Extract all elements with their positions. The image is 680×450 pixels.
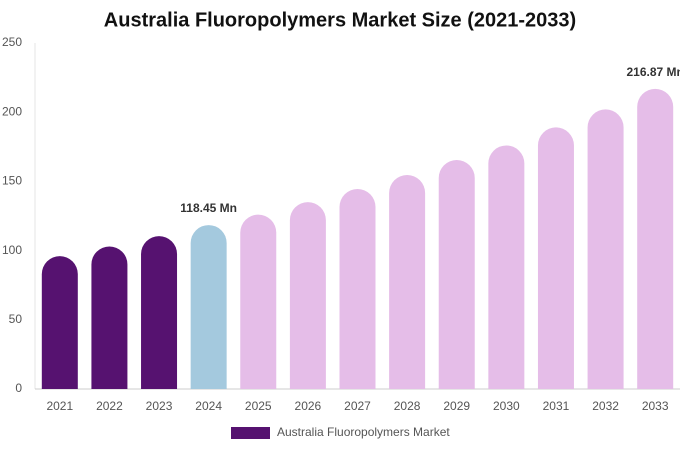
x-tick-label: 2026: [295, 399, 322, 413]
y-tick-label: 200: [2, 104, 22, 118]
x-tick-label: 2027: [344, 399, 371, 413]
y-tick-label: 250: [2, 35, 22, 49]
x-tick-label: 2029: [443, 399, 470, 413]
y-tick-label: 150: [2, 174, 22, 188]
x-tick-label: 2024: [195, 399, 222, 413]
bar: [587, 109, 624, 389]
x-tick-label: 2032: [592, 399, 619, 413]
bar: [141, 236, 178, 389]
bar: [637, 88, 674, 389]
value-label: 216.87 Mn: [627, 65, 680, 79]
bar: [389, 175, 426, 389]
bar: [537, 127, 574, 389]
bar: [438, 159, 475, 389]
y-tick-label: 0: [15, 381, 22, 395]
x-tick-label: 2022: [96, 399, 123, 413]
x-tick-label: 2021: [46, 399, 73, 413]
x-tick-label: 2031: [543, 399, 570, 413]
y-tick-label: 50: [9, 312, 23, 326]
x-tick-label: 2030: [493, 399, 520, 413]
bar: [41, 256, 78, 389]
bar: [339, 189, 376, 389]
x-tick-label: 2025: [245, 399, 272, 413]
x-tick-label: 2033: [642, 399, 669, 413]
value-label: 118.45 Mn: [180, 201, 237, 215]
legend-label: Australia Fluoropolymers Market: [277, 425, 450, 439]
bar: [289, 202, 326, 389]
x-tick-label: 2023: [146, 399, 173, 413]
y-tick-label: 100: [2, 243, 22, 257]
x-tick-label: 2028: [394, 399, 421, 413]
bar: [240, 214, 277, 389]
chart-title: Australia Fluoropolymers Market Size (20…: [104, 9, 576, 31]
bar: [190, 225, 227, 389]
bar: [91, 246, 128, 389]
bar: [488, 145, 525, 389]
legend-swatch: [231, 427, 270, 439]
